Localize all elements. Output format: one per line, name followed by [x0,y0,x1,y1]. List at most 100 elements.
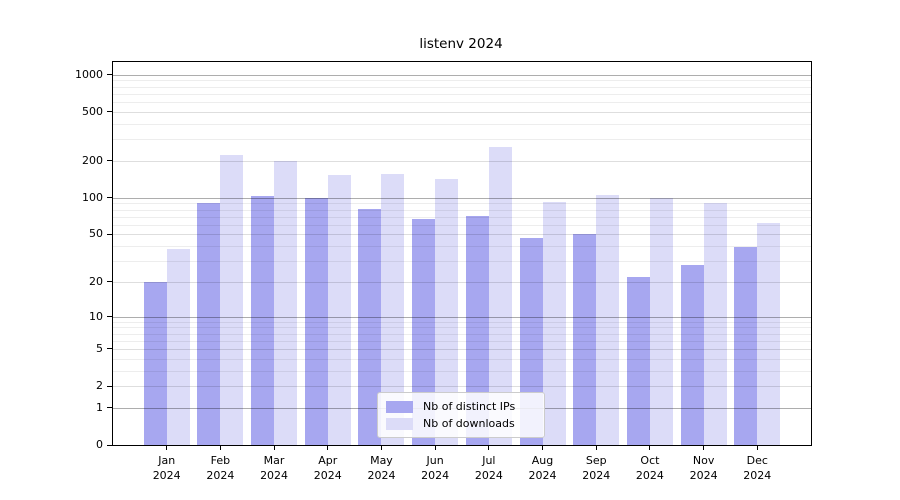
y-tick-label: 10 [89,309,103,323]
y-tick-label: 1 [96,400,103,414]
plot-area: Nb of distinct IPs Nb of downloads 0 1 2 5 1… [75,61,812,482]
bar-distinct-ips [143,281,167,445]
y-tick-mark [107,111,112,113]
gridline-minor [113,340,811,342]
y-tick-label: 100 [82,190,103,204]
bar-downloads [488,147,512,445]
y-tick-mark [107,407,112,409]
x-tick-label: Jul 2024 [474,454,503,483]
y-tick-label: 2 [96,379,103,393]
y-tick-label: 200 [82,153,103,167]
gridline-minor [113,203,811,205]
x-tick-mark [166,445,168,450]
x-tick-mark [595,445,597,450]
bar-downloads [166,248,190,445]
gridline-minor [113,327,811,329]
gridline-minor [113,102,811,104]
gridline-minor [113,234,811,236]
bar-distinct-ips [680,264,704,445]
chart-title: listenv 2024 [419,36,503,52]
x-tick-mark [488,445,490,450]
gridline-minor [113,93,811,95]
gridline-minor [113,209,811,211]
gridline-minor [113,86,811,88]
bar-distinct-ips [573,234,597,445]
bar-downloads [757,222,781,445]
legend-swatch-distinct-ips [386,400,413,413]
x-tick-label: Aug 2024 [528,454,557,483]
x-tick-label: Feb 2024 [206,454,235,483]
x-tick-mark [219,445,221,450]
y-tick-label: 50 [89,227,103,241]
y-tick-mark [107,281,112,283]
bar-distinct-ips [251,196,275,445]
legend-label-downloads: Nb of downloads [423,417,515,430]
gridline-minor [113,358,811,360]
x-tick-label: Jun 2024 [421,454,450,483]
bar-downloads [542,202,566,445]
bar-downloads [596,194,620,445]
gridline-minor [113,80,811,82]
gridline-minor [113,370,811,372]
gridline-minor [113,333,811,335]
legend-item-distinct-ips: Nb of distinct IPs [386,398,536,415]
gridline-minor [113,139,811,141]
y-tick-label: 0 [96,438,103,451]
gridline-minor [113,321,811,323]
bar-distinct-ips [304,198,328,445]
x-tick-mark [756,445,758,450]
legend-swatch-downloads [386,417,413,430]
gridline-minor [113,260,811,262]
gridline-major [113,74,811,76]
bar-downloads [649,197,673,445]
x-tick-mark [703,445,705,450]
gridline-minor [113,246,811,247]
y-tick-mark [107,348,112,350]
x-tick-mark [434,445,436,450]
bar-downloads [220,155,244,445]
x-tick-label: Nov 2024 [689,454,718,483]
bar-distinct-ips [412,218,436,445]
y-tick-label: 1000 [75,67,103,81]
bar-distinct-ips [197,202,221,445]
gridline-minor [113,348,811,350]
y-tick-mark [107,160,112,162]
y-tick-mark [107,385,112,387]
x-tick-mark [380,445,382,450]
y-tick-mark [107,316,112,317]
legend-item-downloads: Nb of downloads [386,415,536,432]
gridline-minor [113,386,811,388]
x-tick-label: Dec 2024 [743,454,772,483]
x-tick-mark [542,445,544,450]
y-tick-mark [107,74,112,76]
y-tick-mark [107,233,112,235]
x-tick-mark [649,445,651,450]
gridline-minor [113,111,811,113]
bar-downloads [327,175,351,445]
x-tick-label: May 2024 [367,454,396,483]
bar-downloads [381,174,405,445]
x-tick-mark [273,445,275,450]
bar-distinct-ips [465,215,489,445]
x-tick-label: Mar 2024 [260,454,289,483]
x-tick-label: Jan 2024 [152,454,181,483]
legend: Nb of distinct IPs Nb of downloads [377,392,545,438]
y-tick-mark [107,444,112,446]
bar-distinct-ips [358,208,382,445]
y-tick-label: 500 [82,104,103,118]
gridline-minor [113,160,811,162]
y-tick-mark [107,197,112,199]
gridline-minor [113,216,811,218]
gridline-minor [113,224,811,226]
gridline-major [113,316,811,318]
bar-downloads [435,179,459,445]
bar-distinct-ips [734,247,758,445]
y-tick-label: 5 [96,341,103,355]
bar-downloads [274,160,298,445]
y-tick-label: 20 [89,274,103,288]
bar-distinct-ips [626,276,650,445]
x-tick-label: Sep 2024 [582,454,611,483]
x-tick-label: Oct 2024 [635,454,664,483]
x-tick-mark [327,445,329,450]
